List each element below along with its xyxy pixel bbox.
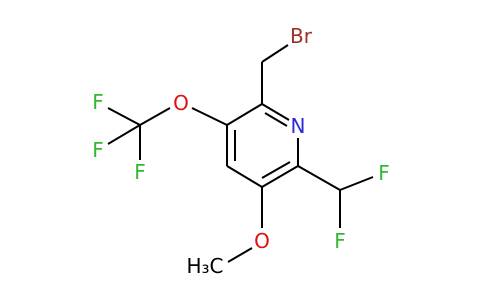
bonds bbox=[107, 44, 374, 263]
atom-label: F bbox=[378, 161, 390, 185]
atom-label: O bbox=[254, 229, 270, 253]
atom-label: F bbox=[92, 138, 104, 162]
bond bbox=[107, 124, 141, 145]
atom-label: F bbox=[92, 90, 104, 114]
atom-label: Br bbox=[290, 24, 313, 48]
bond bbox=[261, 44, 289, 63]
bond bbox=[339, 176, 374, 191]
bond bbox=[261, 103, 290, 121]
bond bbox=[107, 107, 141, 126]
bond bbox=[297, 165, 341, 191]
atom-label: H₃C bbox=[186, 254, 223, 278]
double-bond bbox=[261, 161, 291, 179]
double-bond bbox=[264, 112, 288, 127]
bond bbox=[227, 247, 253, 263]
atom-label: F bbox=[134, 160, 146, 184]
bond bbox=[226, 103, 263, 126]
bond bbox=[226, 165, 263, 188]
bond bbox=[261, 165, 299, 188]
atom-label: F bbox=[334, 229, 346, 253]
bond bbox=[139, 107, 171, 126]
bond bbox=[191, 107, 228, 126]
atom-label: O bbox=[173, 91, 189, 115]
atom-label: N bbox=[291, 114, 306, 138]
